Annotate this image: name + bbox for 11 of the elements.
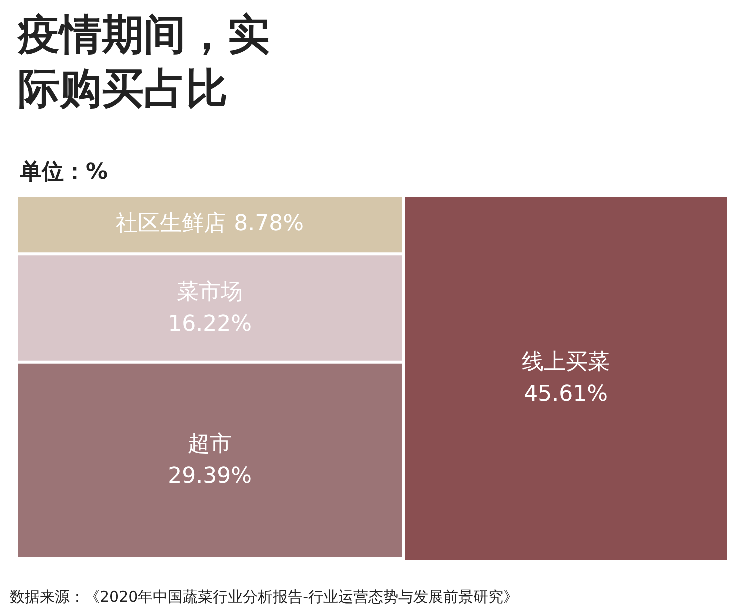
text: 疫情期间，实际购买占比 xyxy=(18,9,271,115)
text: 单位：% xyxy=(20,159,108,187)
category-label: 社区生鲜店 xyxy=(116,212,226,237)
source-note: 数据来源：《2020年中国蔬菜行业分析报告-行业运营态势与发展前景研究》 xyxy=(10,588,519,607)
data-label: 8.78% xyxy=(234,212,304,237)
data-label: 45.61% xyxy=(524,382,608,408)
category-label: 线上买菜 xyxy=(522,350,610,376)
data-label: 16.22% xyxy=(168,312,252,337)
category-label: 菜市场 xyxy=(177,280,244,305)
data-label: 29.39% xyxy=(168,464,252,490)
category-label: 超市 xyxy=(188,432,232,458)
